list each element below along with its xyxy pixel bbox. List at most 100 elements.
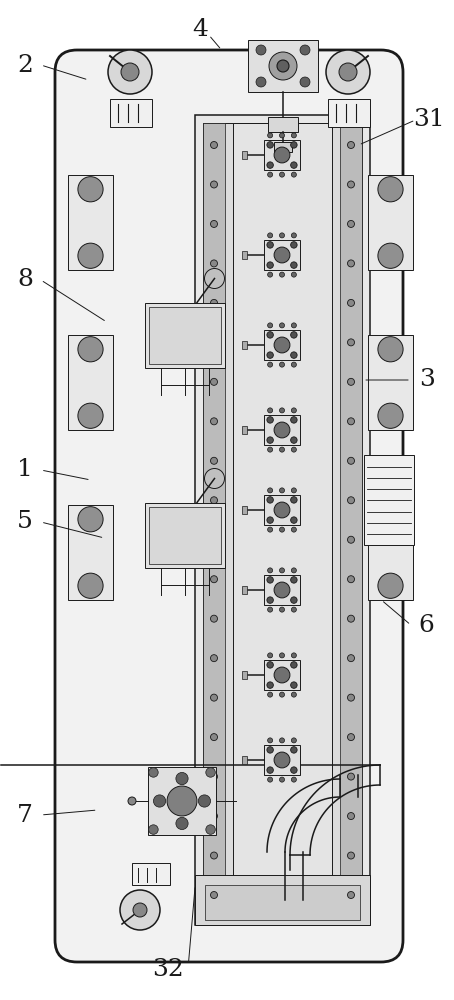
Circle shape: [291, 352, 297, 358]
Bar: [264, 660, 300, 690]
Circle shape: [274, 422, 290, 438]
Circle shape: [256, 45, 266, 55]
Circle shape: [267, 597, 273, 603]
Circle shape: [347, 299, 355, 306]
Circle shape: [78, 403, 103, 428]
Circle shape: [267, 133, 273, 138]
Circle shape: [347, 892, 355, 898]
Bar: [242, 151, 247, 159]
Circle shape: [267, 738, 273, 743]
Circle shape: [211, 141, 217, 148]
Circle shape: [211, 852, 217, 859]
Circle shape: [274, 582, 290, 598]
Circle shape: [274, 337, 290, 353]
Text: 3: 3: [419, 368, 434, 391]
Bar: [205, 885, 360, 920]
Bar: [340, 123, 362, 917]
Bar: [68, 175, 113, 270]
Bar: [242, 671, 247, 679]
Circle shape: [267, 447, 273, 452]
Circle shape: [211, 773, 217, 780]
Circle shape: [267, 417, 273, 423]
Circle shape: [347, 418, 355, 425]
Circle shape: [280, 133, 285, 138]
Circle shape: [78, 573, 103, 598]
Bar: [195, 115, 370, 925]
Bar: [149, 306, 221, 363]
Circle shape: [280, 233, 285, 238]
Circle shape: [274, 752, 290, 768]
Circle shape: [277, 60, 289, 72]
Circle shape: [378, 573, 403, 598]
Bar: [264, 330, 300, 360]
Circle shape: [120, 890, 160, 930]
Bar: [264, 415, 300, 445]
Circle shape: [204, 468, 224, 488]
Circle shape: [267, 437, 273, 443]
Circle shape: [291, 233, 296, 238]
Circle shape: [291, 408, 296, 413]
Circle shape: [280, 272, 285, 277]
Circle shape: [267, 142, 273, 148]
Circle shape: [347, 141, 355, 148]
Circle shape: [291, 332, 297, 338]
Circle shape: [133, 903, 147, 917]
Circle shape: [267, 162, 273, 168]
Circle shape: [280, 607, 285, 612]
Circle shape: [291, 568, 296, 573]
Circle shape: [291, 142, 297, 148]
Circle shape: [267, 352, 273, 358]
Circle shape: [291, 738, 296, 743]
Circle shape: [267, 242, 273, 248]
Circle shape: [291, 517, 297, 523]
Circle shape: [267, 408, 273, 413]
Circle shape: [291, 417, 297, 423]
Circle shape: [211, 892, 217, 898]
Circle shape: [291, 747, 297, 753]
Circle shape: [300, 45, 310, 55]
Circle shape: [291, 272, 296, 277]
Circle shape: [267, 767, 273, 773]
Bar: [68, 505, 113, 600]
Circle shape: [291, 497, 297, 503]
Circle shape: [339, 63, 357, 81]
Circle shape: [211, 615, 217, 622]
Circle shape: [347, 576, 355, 583]
Circle shape: [347, 813, 355, 820]
Circle shape: [291, 662, 297, 668]
Bar: [264, 495, 300, 525]
Circle shape: [211, 734, 217, 741]
Circle shape: [267, 682, 273, 688]
Circle shape: [347, 220, 355, 227]
Circle shape: [291, 777, 296, 782]
Bar: [264, 745, 300, 775]
Bar: [242, 756, 247, 764]
Circle shape: [347, 734, 355, 741]
Circle shape: [267, 607, 273, 612]
Circle shape: [211, 655, 217, 662]
Circle shape: [291, 692, 296, 697]
Circle shape: [280, 692, 285, 697]
Circle shape: [211, 378, 217, 385]
Circle shape: [347, 615, 355, 622]
Bar: [268, 117, 298, 132]
Circle shape: [326, 50, 370, 94]
Circle shape: [280, 568, 285, 573]
Circle shape: [148, 825, 158, 834]
Circle shape: [291, 653, 296, 658]
Circle shape: [153, 795, 166, 807]
Bar: [248, 40, 318, 92]
Text: 4: 4: [192, 18, 207, 41]
Circle shape: [148, 768, 158, 777]
Text: 7: 7: [17, 804, 33, 826]
Circle shape: [267, 653, 273, 658]
Circle shape: [291, 767, 297, 773]
Circle shape: [211, 299, 217, 306]
Circle shape: [204, 268, 224, 288]
Bar: [195, 875, 370, 925]
Text: 6: 6: [419, 613, 434, 637]
Bar: [68, 335, 113, 430]
Circle shape: [274, 147, 290, 163]
Circle shape: [347, 339, 355, 346]
Circle shape: [176, 817, 188, 830]
